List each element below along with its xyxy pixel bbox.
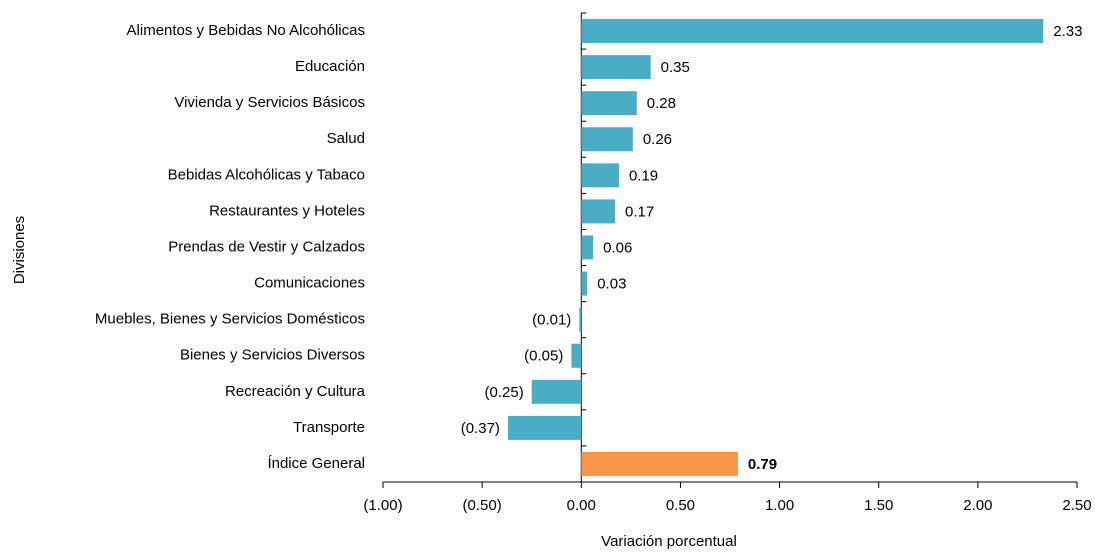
category-label: Vivienda y Servicios Básicos [174, 94, 365, 111]
category-label: Alimentos y Bebidas No Alcohólicas [127, 22, 365, 39]
value-label: 0.28 [647, 95, 676, 112]
x-tick-label: (0.50) [463, 497, 502, 514]
category-label: Transporte [293, 419, 365, 436]
category-label: Comunicaciones [254, 275, 365, 292]
x-tick-label: 2.50 [1062, 497, 1091, 514]
value-label: (0.01) [532, 312, 571, 329]
value-label: 0.35 [661, 59, 690, 76]
value-label: 0.17 [625, 203, 654, 220]
category-label: Muebles, Bienes y Servicios Domésticos [95, 311, 365, 328]
x-tick-label: 0.00 [567, 497, 596, 514]
y-axis-title: Divisiones [11, 216, 28, 284]
category-label: Salud [327, 130, 365, 147]
bar [581, 127, 633, 152]
category-label: Bienes y Servicios Diversos [180, 347, 365, 364]
bar [581, 163, 619, 188]
bar [581, 55, 651, 80]
x-tick-label: 1.50 [864, 497, 893, 514]
category-label: Educación [295, 58, 365, 75]
bar [581, 19, 1044, 44]
value-label: (0.05) [524, 348, 563, 365]
x-tick-label: 2.00 [963, 497, 992, 514]
bar [571, 343, 582, 368]
bar [579, 307, 582, 332]
value-label: (0.25) [485, 384, 524, 401]
bar [507, 415, 582, 440]
bar [581, 451, 738, 476]
bar [581, 199, 615, 224]
value-label: 0.03 [597, 276, 626, 293]
value-label: 0.79 [748, 456, 777, 473]
x-tick-label: (1.00) [363, 497, 402, 514]
category-label: Índice General [267, 455, 365, 472]
bar [581, 235, 594, 260]
x-tick-label: 0.50 [666, 497, 695, 514]
category-label: Prendas de Vestir y Calzados [168, 238, 365, 255]
category-label: Restaurantes y Hoteles [209, 202, 365, 219]
x-axis-title: Variación porcentual [601, 533, 737, 550]
bar [531, 379, 582, 404]
category-label: Recreación y Cultura [225, 383, 366, 400]
value-label: 0.06 [603, 239, 632, 256]
value-label: 2.33 [1053, 23, 1082, 40]
bar [581, 91, 637, 116]
bar [581, 271, 588, 296]
value-label: 0.19 [629, 167, 658, 184]
value-label: 0.26 [643, 131, 672, 148]
value-label: (0.37) [461, 420, 500, 437]
x-tick-label: 1.00 [765, 497, 794, 514]
category-label: Bebidas Alcohólicas y Tabaco [168, 166, 365, 183]
